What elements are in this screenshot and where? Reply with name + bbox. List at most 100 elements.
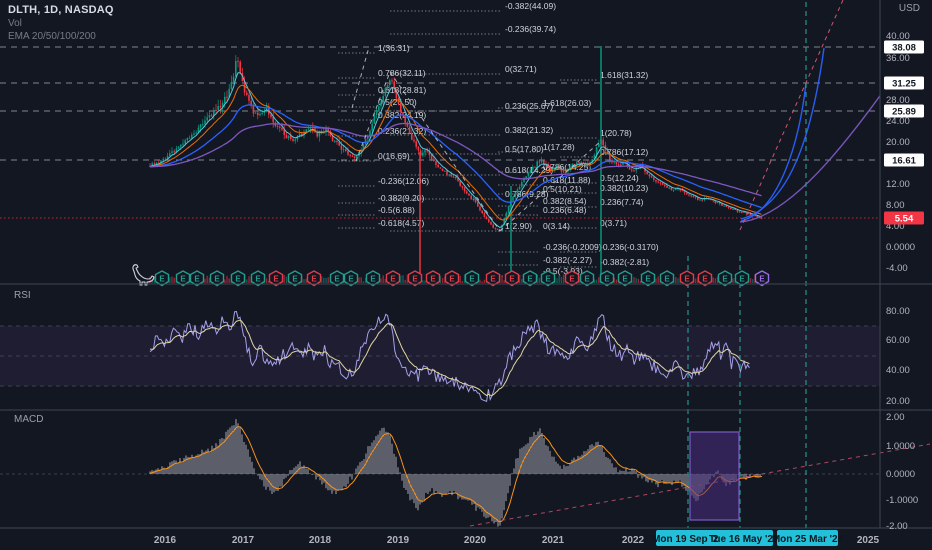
volume-bars bbox=[149, 46, 763, 283]
earnings-badge-icon[interactable]: E bbox=[407, 270, 423, 287]
macd-histogram-bar bbox=[255, 473, 257, 474]
earnings-badge-icon[interactable]: E bbox=[287, 270, 303, 287]
volume-bar bbox=[246, 279, 248, 283]
symbol-title[interactable]: DLTH, 1D, NASDAQ bbox=[8, 4, 114, 16]
earnings-badge-icon[interactable]: E bbox=[464, 270, 480, 287]
earnings-badge-icon[interactable]: E bbox=[579, 270, 595, 287]
candle-body bbox=[657, 181, 659, 183]
earnings-badge-icon[interactable]: E bbox=[250, 270, 266, 287]
candle-body bbox=[692, 196, 695, 198]
price-axis-tick: 20.00 bbox=[886, 137, 910, 148]
candle-body bbox=[270, 114, 272, 117]
candle-body bbox=[677, 188, 679, 190]
macd-histogram-bar bbox=[181, 462, 183, 474]
macd-panel-label[interactable]: MACD bbox=[14, 414, 44, 425]
macd-histogram-bar bbox=[535, 434, 537, 474]
candle-body bbox=[263, 111, 266, 113]
candle-body bbox=[195, 132, 197, 134]
macd-histogram-bar bbox=[223, 438, 225, 474]
earnings-badge-icon[interactable]: E bbox=[230, 270, 246, 287]
earnings-badge-shape bbox=[464, 270, 480, 287]
earnings-badge-icon[interactable]: E bbox=[734, 270, 750, 287]
macd-histogram-bar bbox=[201, 449, 203, 474]
candle-body bbox=[402, 112, 404, 116]
trend-segment-dashed[interactable] bbox=[351, 46, 370, 109]
candle-body bbox=[413, 139, 415, 142]
earnings-badge-icon[interactable]: E bbox=[599, 270, 615, 287]
candle-body bbox=[490, 221, 492, 225]
time-axis-scale[interactable]: 2016 2017 2018 2019 2020 2021 2022 2025 Mon 19 S… bbox=[154, 530, 880, 546]
earnings-badge-icon[interactable]: E bbox=[679, 270, 695, 287]
macd-histogram-bar bbox=[443, 474, 445, 495]
date-marker-badge[interactable] bbox=[777, 530, 838, 546]
earnings-badge-shape bbox=[230, 270, 246, 287]
macd-histogram-bar bbox=[281, 474, 283, 487]
price-trendline-dashed[interactable] bbox=[739, 0, 844, 231]
candle-body bbox=[501, 224, 503, 231]
macd-histogram-bar bbox=[391, 443, 393, 474]
earnings-badge-icon[interactable]: E bbox=[540, 270, 556, 287]
earnings-badge-icon[interactable]: E bbox=[617, 270, 633, 287]
macd-histogram-bar bbox=[511, 473, 513, 474]
macd-histogram-bar bbox=[659, 474, 661, 482]
earnings-badge-shape bbox=[734, 270, 750, 287]
projection-curve[interactable] bbox=[740, 82, 807, 222]
earnings-badge-icon[interactable]: E bbox=[385, 270, 401, 287]
volume-indicator-label[interactable]: Vol bbox=[8, 18, 22, 29]
candle-body bbox=[193, 133, 195, 135]
volume-bar bbox=[265, 278, 268, 283]
earnings-badge-icon[interactable]: E bbox=[564, 270, 580, 287]
candle-body bbox=[422, 152, 424, 156]
earnings-badge-icon[interactable]: E bbox=[306, 270, 322, 287]
macd-histogram-bar bbox=[361, 460, 363, 474]
earnings-badge-icon[interactable]: E bbox=[425, 270, 441, 287]
candle-body bbox=[615, 161, 618, 165]
earnings-badge-icon[interactable]: E bbox=[504, 270, 520, 287]
macd-histogram-bar bbox=[161, 466, 163, 474]
earnings-badge-icon[interactable]: E bbox=[365, 270, 381, 287]
candle-body bbox=[331, 135, 334, 142]
candle-body bbox=[736, 209, 739, 212]
macd-histogram-bar bbox=[555, 461, 557, 474]
earnings-badge-icon[interactable]: E bbox=[189, 270, 205, 287]
earnings-badge-icon[interactable]: E bbox=[154, 270, 170, 287]
price-axis-scale[interactable]: 40.00 36.00 28.00 24.00 20.00 12.00 8.00 4.00 0.… bbox=[884, 31, 924, 274]
volume-bar bbox=[481, 281, 483, 283]
trend-segment-dashed[interactable] bbox=[499, 140, 602, 232]
ema-indicator-label[interactable]: EMA 20/50/100/200 bbox=[8, 31, 96, 42]
candle-body bbox=[622, 162, 624, 165]
earnings-badge-icon[interactable]: E bbox=[522, 270, 538, 287]
rsi-panel-label[interactable]: RSI bbox=[14, 290, 31, 301]
earnings-badge-icon[interactable]: E bbox=[659, 270, 675, 287]
projection-curve[interactable] bbox=[739, 24, 931, 223]
earnings-badge-icon[interactable]: E bbox=[640, 270, 656, 287]
trend-segment-dashed[interactable] bbox=[389, 71, 501, 232]
earnings-badge-icon[interactable]: E bbox=[175, 270, 191, 287]
candle-body bbox=[327, 128, 329, 132]
time-axis-year: 2020 bbox=[464, 535, 487, 546]
earnings-badge-icon[interactable]: E bbox=[268, 270, 284, 287]
earnings-badge-icon[interactable]: E bbox=[485, 270, 501, 287]
volume-bar bbox=[439, 275, 442, 283]
earnings-badge-icon[interactable]: E bbox=[444, 270, 460, 287]
earnings-badge-icon[interactable]: E bbox=[329, 270, 345, 287]
earnings-badge-letter: E bbox=[469, 275, 475, 284]
fibonacci-retracements[interactable]: 1(36.31) 0.786(32.11) 0.618(28.81) 0.5(26.5… bbox=[338, 1, 659, 277]
highlight-box[interactable] bbox=[689, 431, 740, 521]
earnings-badge-icon[interactable]: E bbox=[209, 270, 225, 287]
earnings-badge-icon[interactable]: E bbox=[697, 270, 713, 287]
macd-histogram-bar bbox=[461, 474, 463, 500]
earnings-badge-icon[interactable]: E bbox=[343, 270, 359, 287]
time-axis-year: 2017 bbox=[232, 535, 255, 546]
candle-body bbox=[675, 188, 677, 190]
candle-body bbox=[483, 213, 486, 217]
projection-curves[interactable] bbox=[739, 24, 931, 223]
date-marker-badge[interactable] bbox=[656, 530, 773, 546]
macd-histogram-bar bbox=[271, 474, 273, 494]
candle-body bbox=[210, 115, 213, 117]
dino-sticker-icon[interactable] bbox=[132, 264, 155, 286]
earnings-badge-icon[interactable]: E bbox=[754, 270, 770, 287]
candle-body bbox=[697, 197, 699, 200]
earnings-badge-icon[interactable]: E bbox=[717, 270, 733, 287]
